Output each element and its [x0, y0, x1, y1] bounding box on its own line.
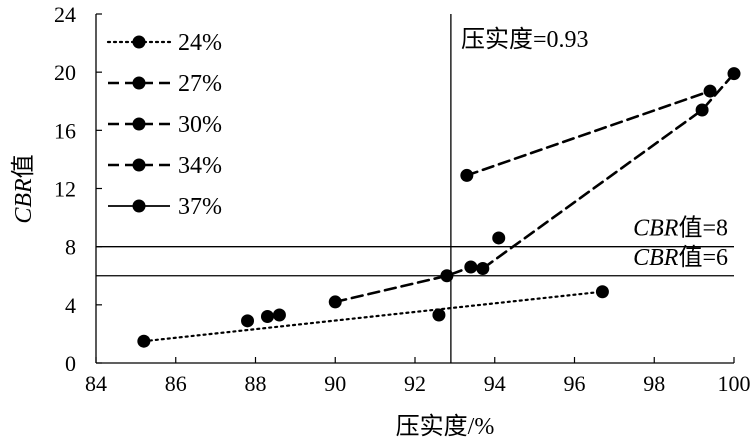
- data-point: [460, 168, 474, 182]
- legend-swatch-marker: [132, 158, 146, 172]
- data-point: [440, 269, 454, 283]
- legend-label: 34%: [178, 153, 222, 179]
- data-point: [464, 260, 478, 274]
- x-tick-label: 100: [718, 371, 751, 396]
- data-point: [695, 103, 709, 117]
- data-point: [260, 309, 274, 323]
- reference-lines: [96, 14, 734, 363]
- series-line: [465, 89, 712, 177]
- data-point: [492, 231, 506, 245]
- data-point: [328, 295, 342, 309]
- reference-label-rest: 值=8: [678, 215, 728, 242]
- legend-label: 30%: [178, 112, 222, 138]
- data-point: [727, 67, 741, 81]
- reference-line-label: 压实度=0.93: [461, 26, 589, 53]
- data-point: [703, 84, 717, 98]
- x-tick-label: 90: [324, 371, 346, 396]
- legend-label: 27%: [178, 71, 222, 97]
- x-tick-label: 92: [404, 371, 426, 396]
- y-tick-label: 16: [54, 118, 76, 143]
- y-tick-label: 8: [65, 235, 76, 260]
- y-axis-title-rest: 值: [10, 154, 37, 178]
- y-axis-title-italic: CBR: [11, 178, 37, 224]
- x-tick-label: 84: [85, 371, 107, 396]
- reference-line-label: CBR值=6: [633, 244, 728, 271]
- data-point: [137, 334, 151, 348]
- legend-swatch-marker: [132, 76, 146, 90]
- x-tick-label: 88: [245, 371, 267, 396]
- data-point: [476, 261, 490, 275]
- axes: [95, 14, 734, 364]
- legend-swatch-marker: [132, 117, 146, 131]
- series-lines: [142, 72, 736, 343]
- reference-line-label: CBR值=8: [633, 215, 728, 242]
- y-axis-title: CBR值: [10, 154, 37, 223]
- y-tick-label: 12: [54, 177, 76, 202]
- x-axis-title: 压实度/%: [396, 413, 495, 440]
- series-line: [142, 290, 604, 343]
- data-point: [272, 308, 286, 322]
- legend-label: 24%: [178, 30, 222, 56]
- legend-label: 37%: [178, 194, 222, 220]
- reference-label-rest: 值=6: [678, 244, 728, 271]
- data-point: [595, 285, 609, 299]
- data-point: [432, 308, 446, 322]
- x-tick-label: 96: [564, 371, 586, 396]
- x-tick-label: 98: [643, 371, 665, 396]
- ticks: 84 86 88 90 92 94 96 98 100 0 4 8 12 16 20 24: [54, 2, 751, 396]
- x-tick-label: 86: [165, 371, 187, 396]
- axis-titles: 压实度/% CBR值: [10, 154, 494, 440]
- reference-label-italic: CBR: [633, 216, 679, 242]
- data-point: [241, 314, 255, 328]
- legend-swatch-marker: [132, 35, 146, 49]
- y-tick-label: 24: [54, 2, 76, 27]
- x-tick-label: 94: [484, 371, 506, 396]
- legend-swatch-marker: [132, 199, 146, 213]
- reference-label-italic: CBR: [633, 245, 679, 271]
- data-points: [137, 67, 741, 348]
- y-tick-label: 20: [54, 60, 76, 85]
- y-tick-label: 4: [65, 293, 76, 318]
- y-tick-label: 0: [65, 351, 76, 376]
- legend: 24% 27% 30% 34% 37%: [106, 30, 222, 220]
